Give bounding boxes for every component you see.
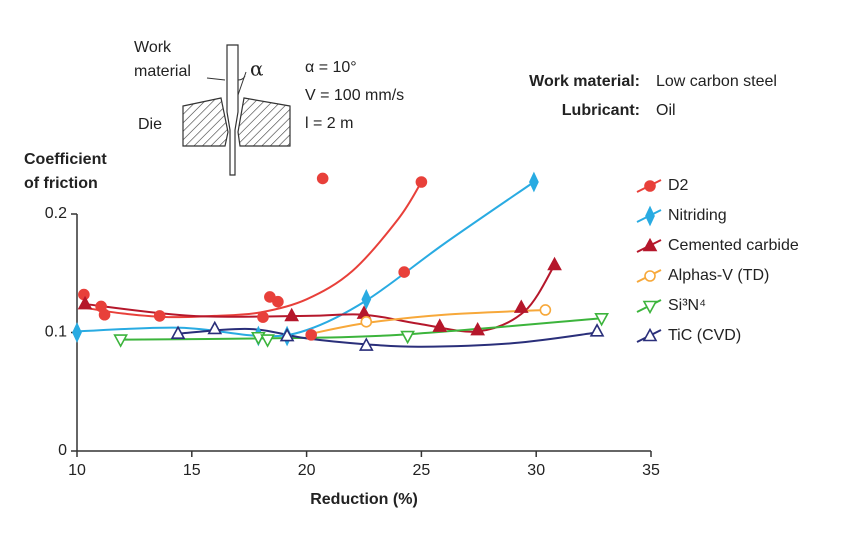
die-label: Die	[138, 116, 162, 133]
work-strip	[226, 44, 239, 176]
x-tick-label: 25	[413, 462, 431, 479]
marker	[284, 307, 300, 322]
marker	[207, 320, 223, 335]
marker	[77, 295, 93, 310]
legend-label: Si³N⁴	[668, 297, 706, 314]
legend-marker	[644, 180, 656, 192]
marker	[305, 329, 317, 341]
marker	[360, 316, 373, 328]
marker	[539, 304, 552, 316]
legend-marker	[645, 205, 655, 227]
condition: α = 10°	[305, 59, 357, 76]
y-axis-label: of friction	[24, 175, 98, 192]
info-value: Low carbon steel	[656, 73, 777, 90]
marker	[170, 325, 186, 339]
marker	[316, 172, 329, 185]
legend-marker	[644, 270, 656, 282]
x-axis-label: Reduction (%)	[310, 491, 418, 508]
fit-curve	[120, 317, 602, 341]
legend-marker	[642, 237, 658, 252]
marker	[400, 330, 415, 345]
x-tick-label: 20	[298, 462, 316, 479]
fit-curve	[84, 264, 556, 333]
die-left	[182, 97, 229, 147]
info-key: Work material:	[529, 73, 640, 90]
legend-label: Nitriding	[668, 207, 727, 224]
legend-label: TiC (CVD)	[668, 327, 741, 344]
inset-diagram	[182, 44, 291, 176]
marker	[415, 176, 428, 188]
condition: l = 2 m	[305, 115, 353, 132]
work-label: material	[134, 63, 191, 80]
info-value: Oil	[656, 102, 676, 119]
marker	[432, 318, 448, 332]
info-key: Lubricant:	[562, 102, 640, 119]
legend-label: Alphas-V (TD)	[668, 267, 769, 284]
y-axis-label: Coefficient	[24, 151, 107, 168]
marker	[272, 295, 284, 308]
condition: V = 100 mm/s	[305, 87, 404, 104]
marker	[113, 334, 128, 348]
work-label: Work	[134, 39, 172, 56]
x-tick-label: 30	[527, 462, 545, 479]
marker	[589, 323, 605, 337]
marker	[398, 266, 410, 278]
angle-line	[237, 71, 247, 96]
marker	[513, 299, 529, 313]
marker	[547, 256, 562, 271]
legend-marker	[642, 300, 658, 315]
fit-curve	[311, 308, 546, 335]
marker	[594, 312, 609, 327]
marker	[361, 288, 372, 310]
marker	[72, 322, 82, 343]
x-tick-label: 15	[183, 462, 201, 479]
marker	[260, 334, 275, 348]
legend-label: D2	[668, 177, 689, 194]
marker	[470, 321, 485, 336]
y-tick-label: 0	[58, 442, 67, 459]
angle-label: α	[250, 57, 264, 81]
marker	[529, 171, 539, 193]
y-tick-label: 0.1	[45, 324, 67, 341]
die-right	[237, 97, 291, 147]
legend-marker	[642, 327, 658, 342]
marker	[98, 308, 111, 321]
y-tick-label: 0.2	[45, 205, 67, 222]
marker	[279, 327, 295, 342]
x-tick-label: 35	[642, 462, 660, 479]
legend-label: Cemented carbide	[668, 237, 799, 254]
x-tick-label: 10	[68, 462, 86, 479]
pointer	[206, 77, 226, 81]
marker	[257, 311, 269, 323]
marker	[153, 310, 166, 322]
marker	[358, 337, 374, 351]
angle-arc	[237, 75, 246, 81]
